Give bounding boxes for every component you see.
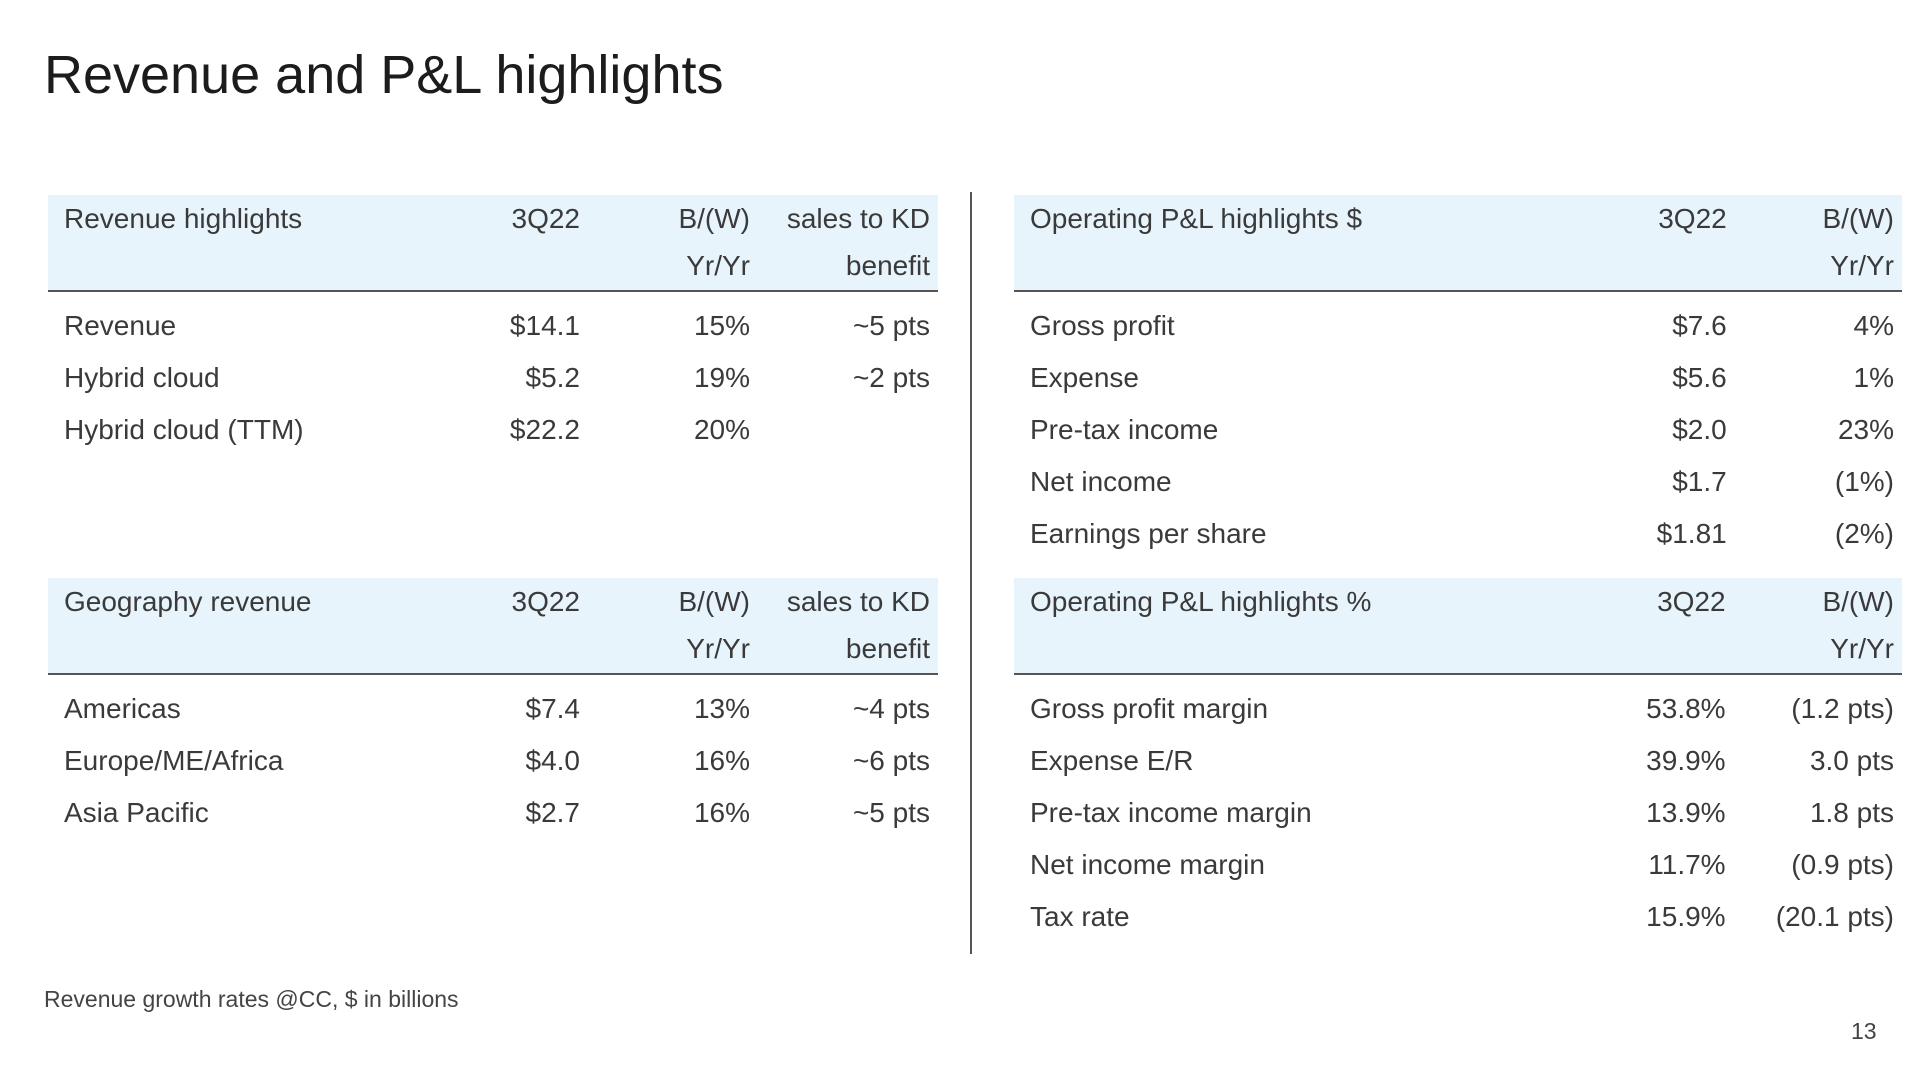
row-label: Hybrid cloud xyxy=(64,362,220,393)
row-label: Europe/ME/Africa xyxy=(64,745,284,776)
row-value: 16% xyxy=(693,745,750,776)
row-value: $5.6 xyxy=(1672,362,1727,393)
table-row: Gross profit margin 53.8% (1.2 pts) xyxy=(1014,674,1902,735)
table-row: Hybrid cloud (TTM) $22.2 20% xyxy=(48,404,938,456)
table-row: Hybrid cloud $5.2 19% ~2 pts xyxy=(48,352,938,404)
row-label: Gross profit margin xyxy=(1030,693,1269,724)
table-row: Pre-tax income margin 13.9% 1.8 pts xyxy=(1014,787,1902,839)
column-header: B/(W) Yr/Yr xyxy=(1734,195,1902,292)
revenue-highlights-table: Revenue highlights 3Q22 B/(W) Yr/Yr sales t… xyxy=(48,195,938,456)
table-row: Americas $7.4 13% ~4 pts xyxy=(48,674,938,735)
column-header: Revenue highlights xyxy=(48,195,438,292)
row-label: Tax rate xyxy=(1030,901,1130,932)
row-value: (1%) xyxy=(1834,466,1894,497)
row-value: (0.9 pts) xyxy=(1791,849,1894,880)
row-label: Net income xyxy=(1030,466,1172,497)
row-label: Hybrid cloud (TTM) xyxy=(64,414,304,445)
row-label: Americas xyxy=(64,693,181,724)
row-value: 19% xyxy=(693,362,750,393)
row-label: Pre-tax income xyxy=(1030,414,1219,445)
column-header: 3Q22 xyxy=(438,195,588,292)
row-label: Gross profit xyxy=(1030,310,1175,341)
row-value: 15% xyxy=(693,310,750,341)
column-header: Operating P&L highlights $ xyxy=(1014,195,1568,292)
geography-revenue-table: Geography revenue 3Q22 B/(W) Yr/Yr sales to… xyxy=(48,578,938,839)
column-header: sales to KD benefit xyxy=(758,195,938,292)
row-value: 39.9% xyxy=(1646,745,1726,776)
table-row: Revenue $14.1 15% ~5 pts xyxy=(48,291,938,352)
table-row: Asia Pacific $2.7 16% ~5 pts xyxy=(48,787,938,839)
table-row: Pre-tax income $2.0 23% xyxy=(1014,404,1902,456)
row-label: Asia Pacific xyxy=(64,797,209,828)
table-row: Net income margin 11.7% (0.9 pts) xyxy=(1014,839,1902,891)
row-value: 15.9% xyxy=(1646,901,1726,932)
column-header: B/(W) Yr/Yr xyxy=(588,578,758,675)
row-value: (2%) xyxy=(1834,518,1894,549)
row-value: $1.7 xyxy=(1672,466,1727,497)
row-label: Net income margin xyxy=(1030,849,1265,880)
row-value: $2.0 xyxy=(1672,414,1727,445)
footnote: Revenue growth rates @CC, $ in billions xyxy=(44,986,459,1012)
column-header: B/(W) Yr/Yr xyxy=(1733,578,1902,675)
operating-pl-percent-table: Operating P&L highlights % 3Q22 B/(W) Yr/Y… xyxy=(1014,578,1902,943)
table-row: Net income $1.7 (1%) xyxy=(1014,456,1902,508)
table-row: Europe/ME/Africa $4.0 16% ~6 pts xyxy=(48,735,938,787)
table-row: Expense $5.6 1% xyxy=(1014,352,1902,404)
column-header: sales to KD benefit xyxy=(758,578,938,675)
row-value: 1.8 pts xyxy=(1809,797,1894,828)
row-value: 1% xyxy=(1853,362,1894,393)
table-row: Tax rate 15.9% (20.1 pts) xyxy=(1014,891,1902,943)
row-value: ~4 pts xyxy=(852,693,930,724)
row-value: (1.2 pts) xyxy=(1791,693,1894,724)
column-header: B/(W) Yr/Yr xyxy=(588,195,758,292)
row-label: Revenue xyxy=(64,310,177,341)
row-value: 23% xyxy=(1837,414,1894,445)
row-value: $1.81 xyxy=(1656,518,1727,549)
row-value: $2.7 xyxy=(525,797,581,828)
row-value: $4.0 xyxy=(525,745,581,776)
row-label: Pre-tax income margin xyxy=(1030,797,1312,828)
row-value: 4% xyxy=(1853,310,1894,341)
row-value: (20.1 pts) xyxy=(1775,901,1894,932)
column-divider xyxy=(970,192,972,954)
operating-pl-dollar-table: Operating P&L highlights $3Q22 B/(W) Yr/Y… xyxy=(1014,195,1902,560)
column-header: 3Q22 xyxy=(1567,195,1735,292)
row-value: 16% xyxy=(693,797,750,828)
column-header: Operating P&L highlights % xyxy=(1014,578,1567,675)
table-row: Gross profit $7.6 4% xyxy=(1014,291,1902,352)
row-value: ~5 pts xyxy=(852,797,930,828)
row-value: ~5 pts xyxy=(852,310,930,341)
row-value: $22.2 xyxy=(509,414,580,445)
column-header: 3Q22 xyxy=(438,578,588,675)
row-value: $14.1 xyxy=(509,310,580,341)
row-value: $7.4 xyxy=(525,693,581,724)
row-label: Earnings per share xyxy=(1030,518,1267,549)
column-header: 3Q22 xyxy=(1566,578,1734,675)
table-row: Expense E/R 39.9% 3.0 pts xyxy=(1014,735,1902,787)
page-title: Revenue and P&L highlights xyxy=(44,45,724,105)
row-value: ~6 pts xyxy=(852,745,930,776)
row-value: 13.9% xyxy=(1646,797,1726,828)
row-value: $5.2 xyxy=(525,362,581,393)
page-number: 13 xyxy=(1851,1018,1877,1044)
row-value: 20% xyxy=(693,414,750,445)
row-value: $7.6 xyxy=(1672,310,1727,341)
table-row: Earnings per share $1.81 (2%) xyxy=(1014,508,1902,560)
row-value: 53.8% xyxy=(1646,693,1726,724)
row-value: ~2 pts xyxy=(852,362,930,393)
row-value: 11.7% xyxy=(1648,849,1726,880)
row-value xyxy=(758,404,938,456)
column-header: Geography revenue xyxy=(48,578,438,675)
row-label: Expense xyxy=(1030,362,1139,393)
row-label: Expense E/R xyxy=(1030,745,1194,776)
row-value: 3.0 pts xyxy=(1809,745,1894,776)
row-value: 13% xyxy=(693,693,750,724)
